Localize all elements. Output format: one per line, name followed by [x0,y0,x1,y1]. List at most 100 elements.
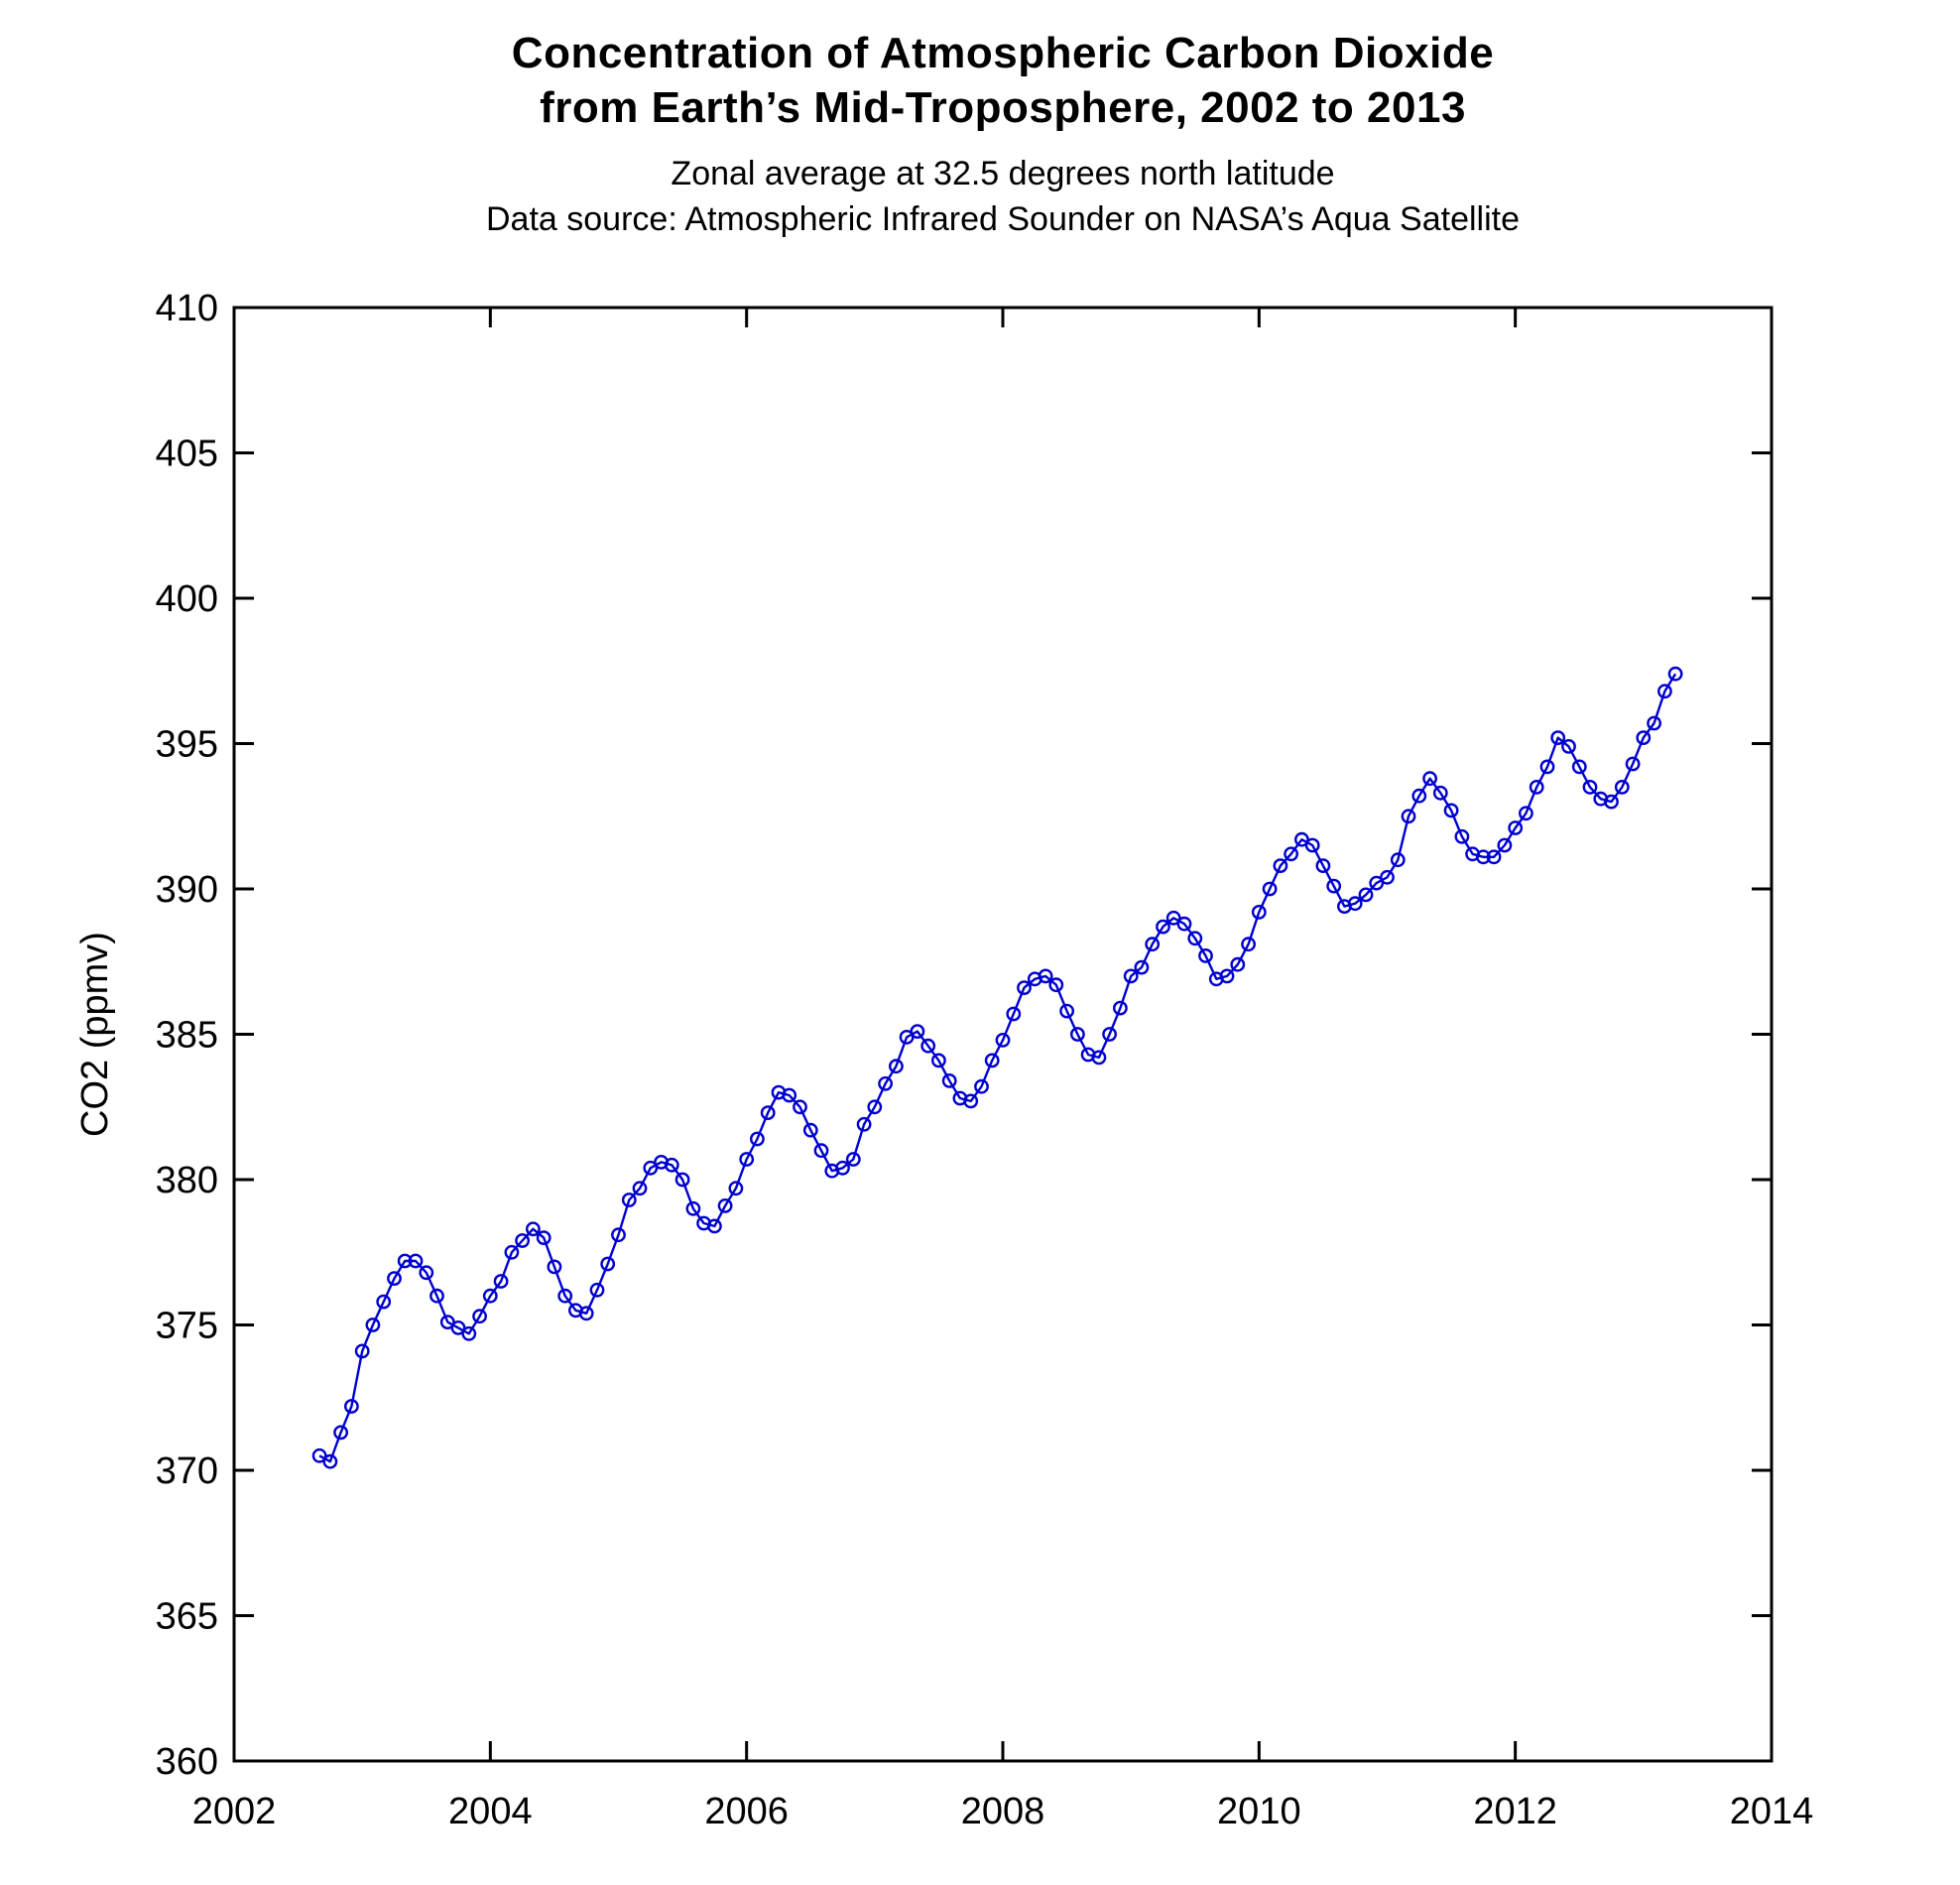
x-tick-label: 2004 [448,1791,533,1832]
y-tick-label: 360 [156,1741,218,1783]
data-point [910,1024,925,1040]
data-point [354,1343,370,1359]
data-point [664,1157,679,1173]
data-point [526,1221,541,1237]
data-point [899,1030,915,1045]
data-point [1048,977,1064,993]
x-tick-label: 2008 [961,1791,1045,1832]
data-point [600,1256,616,1272]
data-point [1539,759,1555,775]
chart-subtitle-line-1: Zonal average at 32.5 degrees north lati… [671,155,1335,192]
data-point [1614,780,1630,795]
data-point [1113,1000,1128,1016]
data-point [995,1033,1011,1048]
data-point [1187,931,1203,946]
data-point [1519,806,1533,821]
data-point [1358,887,1374,903]
data-point [632,1181,648,1196]
data-point [482,1288,498,1304]
data-point [674,1172,690,1188]
data-point [1401,809,1416,824]
data-line [318,673,1677,1463]
data-point [621,1193,637,1207]
chart-subtitle: Zonal average at 32.5 degrees north lati… [0,151,1960,242]
data-point [333,1425,348,1441]
data-point [793,1099,807,1115]
data-point [1604,794,1619,810]
data-point [1273,858,1288,873]
data-point [461,1325,477,1341]
data-point [1326,878,1342,894]
x-tick-label: 2006 [704,1791,789,1832]
y-tick-label: 395 [156,724,218,766]
data-point [782,1087,797,1103]
data-point [376,1294,392,1310]
data-point [1571,759,1587,775]
data-point [322,1453,338,1469]
data-point [878,1075,893,1091]
data-point [429,1288,444,1304]
x-tick-label: 2012 [1473,1791,1557,1832]
x-tick-label: 2010 [1217,1791,1301,1832]
data-point [750,1131,765,1147]
data-point [643,1160,659,1176]
data-point [685,1200,701,1216]
data-point [1432,785,1448,801]
data-point [1380,869,1395,885]
data-point [397,1253,413,1269]
data-point [920,1038,936,1054]
data-point [856,1116,872,1132]
data-point [1230,956,1246,972]
data-point [1657,684,1672,699]
data-point [493,1274,509,1289]
data-point [728,1181,744,1196]
data-point [1625,756,1641,772]
data-point [1497,837,1513,853]
data-point [1315,858,1331,873]
data-point [963,1093,979,1109]
y-tick-label: 370 [156,1450,218,1492]
data-point [1369,875,1385,891]
data-point [1390,852,1406,868]
data-point [1070,1027,1085,1042]
y-tick-label: 375 [156,1306,218,1347]
y-tick-label: 400 [156,578,218,620]
y-tick-label: 410 [156,288,218,329]
data-point [1262,881,1278,897]
data-point [1284,846,1299,862]
data-point [739,1152,755,1167]
data-point [557,1288,573,1304]
data-point [1508,820,1524,835]
data-point [1294,831,1309,847]
data-point [1582,780,1598,795]
y-axis-title: CO2 (ppmv) [74,932,116,1137]
x-tick-label: 2002 [192,1791,277,1832]
data-point [419,1265,434,1281]
data-point [1251,905,1267,920]
data-point [1486,849,1502,865]
data-point [408,1253,424,1269]
data-point [1123,968,1139,984]
data-point [1198,948,1213,963]
data-point [931,1053,946,1068]
data-point [1443,803,1459,818]
data-point [760,1105,776,1121]
data-point [1550,730,1566,745]
y-tick-label: 380 [156,1160,218,1201]
y-tick-label: 365 [156,1596,218,1638]
data-point [1561,739,1576,754]
data-point [974,1078,989,1094]
data-point [1422,771,1438,787]
data-point [589,1282,605,1298]
data-point [1102,1027,1118,1042]
x-tick-label: 2014 [1730,1791,1814,1832]
chart-title-line-2: from Earth’s Mid-Troposphere, 2002 to 20… [540,83,1466,132]
data-point [1529,780,1544,795]
data-point [1667,666,1683,682]
data-point [311,1447,327,1463]
data-point [472,1309,487,1324]
data-point [1411,788,1427,804]
data-point [547,1259,562,1275]
data-point [984,1053,1000,1068]
data-point [1241,937,1257,952]
